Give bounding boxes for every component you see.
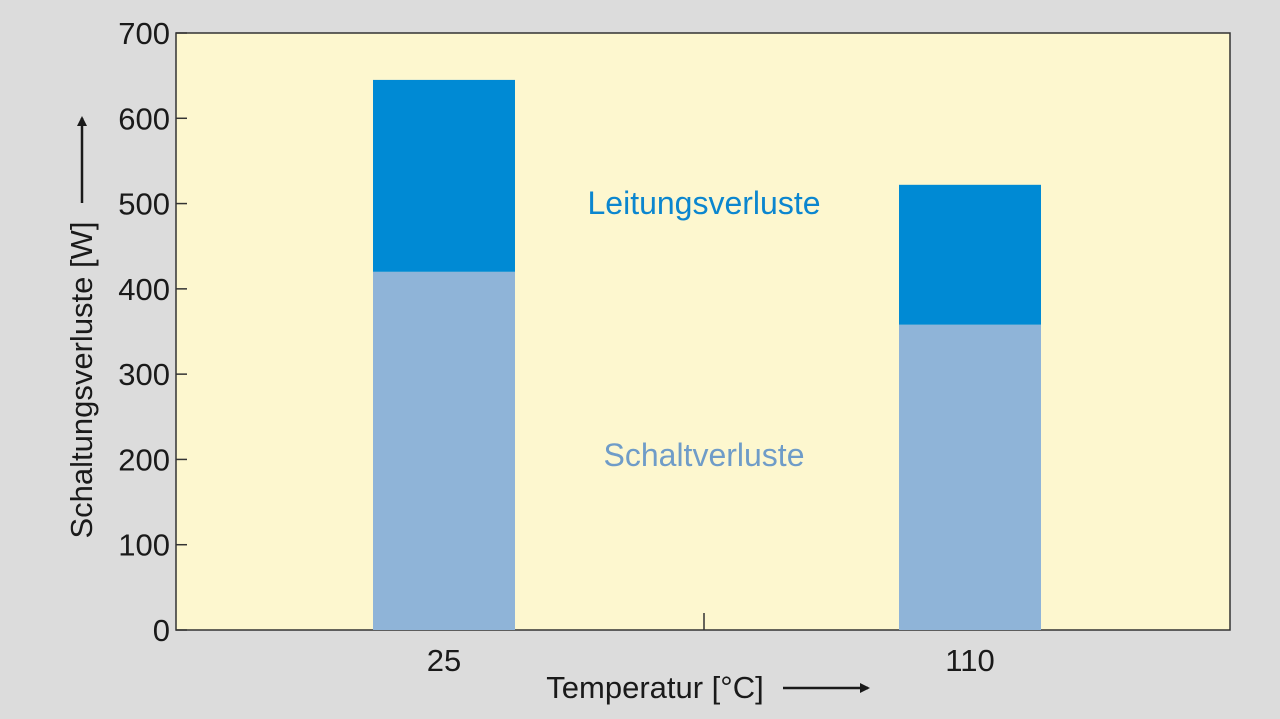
x-tick-label-110: 110 (945, 643, 994, 678)
bar-25-series-0 (373, 271, 515, 630)
y-tick-label-400: 400 (118, 272, 170, 307)
x-axis-title: Temperatur [°C] (546, 670, 763, 705)
y-axis-title: Schaltungsverluste [W] (64, 221, 99, 538)
x-tick-label-25: 25 (427, 643, 461, 678)
y-tick-label-300: 300 (118, 357, 170, 392)
y-tick-label-200: 200 (118, 442, 170, 477)
bar-110-series-1 (899, 184, 1041, 325)
y-tick-label-0: 0 (153, 613, 170, 648)
y-tick-label-700: 700 (118, 16, 170, 51)
y-tick-label-100: 100 (118, 528, 170, 563)
bar-25-series-1 (373, 79, 515, 272)
series-label-schaltverluste: Schaltverluste (604, 437, 805, 473)
bar-110-series-0 (899, 324, 1041, 630)
y-tick-label-500: 500 (118, 187, 170, 222)
x-axis-ticks: 25 110 (427, 643, 995, 678)
plot-area (175, 32, 1231, 631)
series-label-leitungsverluste: Leitungsverluste (587, 185, 820, 221)
y-axis-ticks: 0 100 200 300 400 500 600 700 (118, 16, 187, 648)
y-tick-label-600: 600 (118, 101, 170, 136)
bars-group (373, 79, 1041, 630)
